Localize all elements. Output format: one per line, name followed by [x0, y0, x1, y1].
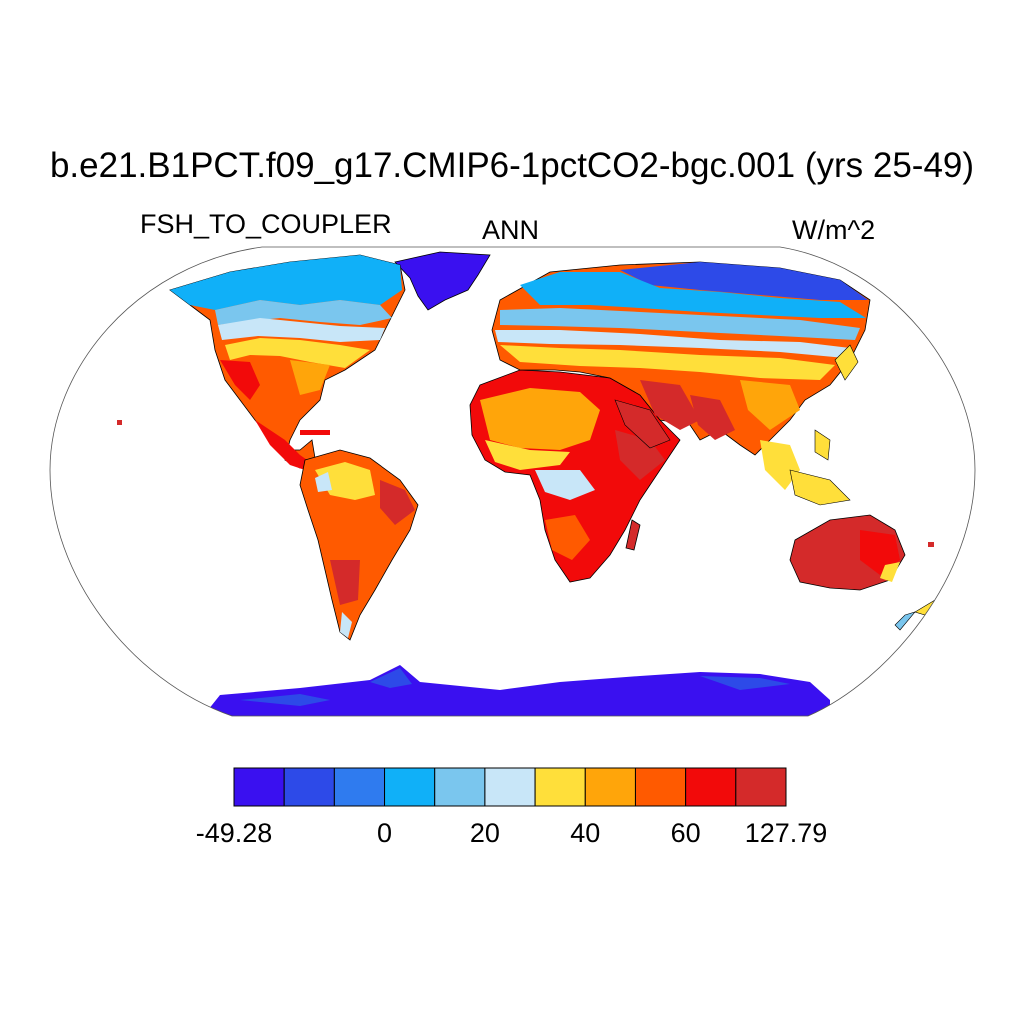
colorbar-label-1: 0 — [377, 818, 392, 848]
colorbar-box-2 — [333, 767, 386, 807]
colorbar-label-4: 60 — [671, 818, 701, 848]
units-label: W/m^2 — [792, 215, 876, 245]
land-field — [117, 251, 946, 716]
globe-outline — [49, 246, 976, 717]
colorbar-box-3 — [384, 767, 436, 807]
colorbar-box-4 — [434, 767, 486, 807]
colorbar-box-0 — [233, 767, 285, 807]
colorbar-label-5: 127.79 — [745, 818, 828, 848]
colorbar-label-0: -49.28 — [196, 818, 273, 848]
colorbar-box-8 — [634, 767, 687, 807]
colorbar-box-10 — [735, 767, 787, 807]
colorbar-box-5 — [484, 767, 536, 807]
colorbar-box-6 — [534, 767, 586, 807]
variable-label: FSH_TO_COUPLER — [140, 209, 392, 239]
colorbar-box-1 — [283, 767, 335, 807]
season-label: ANN — [482, 215, 540, 245]
colorbar-label-3: 40 — [570, 818, 600, 848]
colorbar-box-7 — [584, 767, 636, 807]
colorbar-label-2: 20 — [470, 818, 500, 848]
colorbar-box-9 — [685, 767, 737, 807]
greenland-region — [394, 251, 491, 311]
plot-title: b.e21.B1PCT.f09_g17.CMIP6-1pctCO2-bgc.00… — [49, 146, 975, 185]
antarctica-region — [200, 665, 830, 716]
